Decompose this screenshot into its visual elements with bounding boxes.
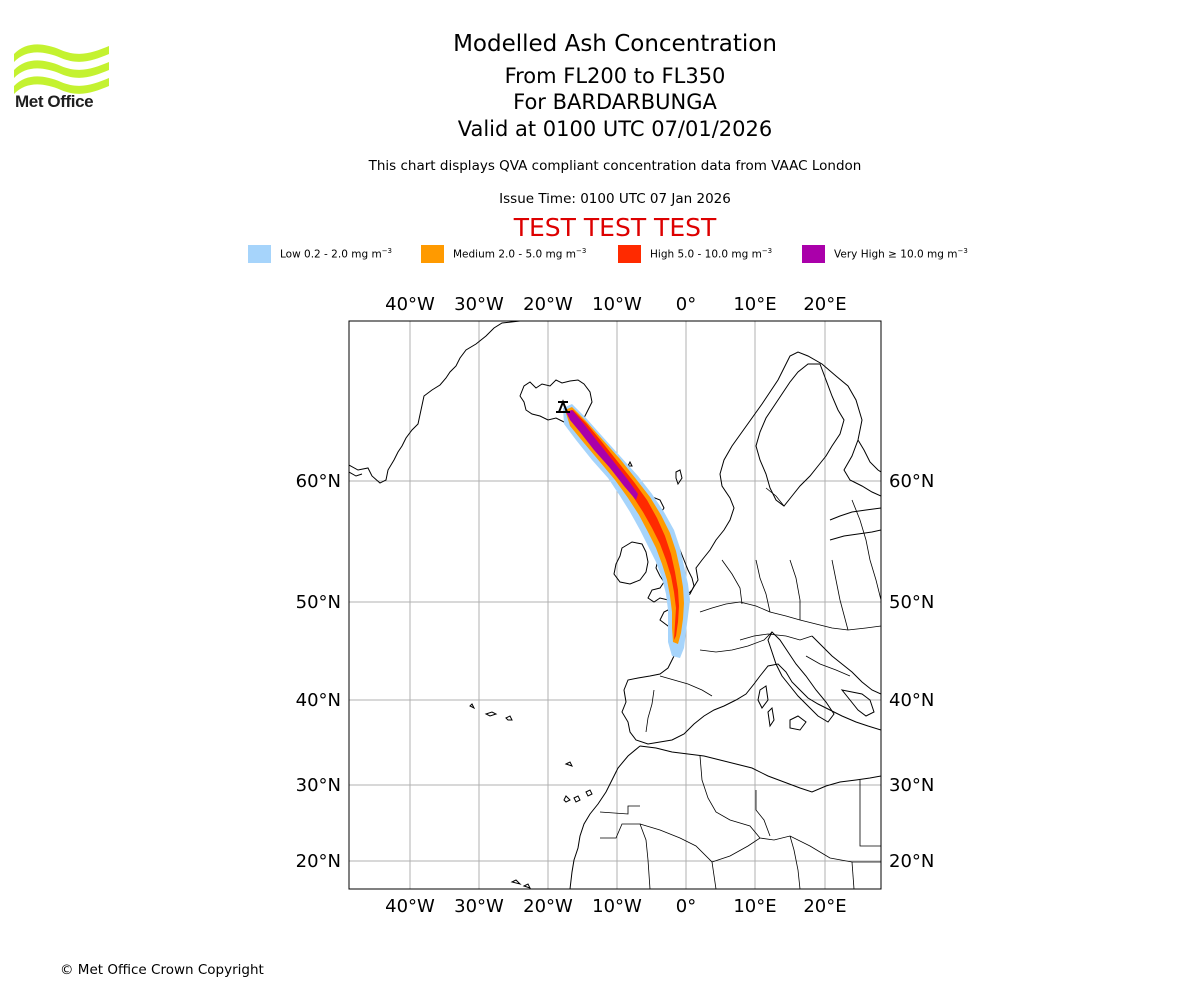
lon-label-bottom-10e: 10°E — [733, 896, 776, 917]
plume-very-high — [566, 410, 638, 500]
legend-label-medium: Medium 2.0 - 5.0 mg m−3 — [453, 246, 587, 261]
met-office-logo-icon — [14, 44, 109, 94]
lat-label-right-60n: 60°N — [889, 471, 934, 492]
lon-label-top-40w: 40°W — [385, 294, 435, 315]
lon-label-top-10w: 10°W — [592, 294, 642, 315]
legend-label-high: High 5.0 - 10.0 mg m−3 — [650, 246, 773, 261]
issue-time: Issue Time: 0100 UTC 07 Jan 2026 — [499, 191, 731, 207]
lon-label-bottom-10w: 10°W — [592, 896, 642, 917]
coast-ireland — [613, 541, 649, 585]
lon-label-bottom-20e: 20°E — [803, 896, 846, 917]
legend-item-low: Low 0.2 - 2.0 mg m−3 — [248, 244, 392, 263]
logo-wordmark: Met Office — [15, 92, 94, 111]
legend-label-very-high: Very High ≥ 10.0 mg m−3 — [834, 246, 968, 261]
map-frame — [348, 320, 882, 890]
lon-label-bottom-20w: 20°W — [523, 896, 573, 917]
lat-label-right-30n: 30°N — [889, 775, 934, 796]
copyright-notice: © Met Office Crown Copyright — [60, 962, 264, 978]
legend-swatch-very-high — [802, 244, 825, 263]
triangle-icon — [556, 399, 570, 413]
coast-greenland — [349, 321, 521, 484]
legend-swatch-high — [618, 244, 641, 263]
lon-label-top-20e: 20°E — [803, 294, 846, 315]
lat-label-left-50n: 50°N — [296, 592, 341, 613]
lon-label-top-0: 0° — [676, 294, 696, 315]
lon-label-bottom-0: 0° — [676, 896, 696, 917]
legend-swatch-medium — [421, 244, 444, 263]
lat-label-left-30n: 30°N — [296, 775, 341, 796]
lat-label-right-40n: 40°N — [889, 690, 934, 711]
chart-description: This chart displays QVA compliant concen… — [368, 158, 862, 174]
lat-label-right-50n: 50°N — [889, 592, 934, 613]
coast-north-africa — [569, 745, 641, 889]
legend-swatch-low — [248, 244, 271, 263]
lon-label-top-20w: 20°W — [523, 294, 573, 315]
volcano-name: For BARDARBUNGA — [513, 90, 717, 114]
flight-level-range: From FL200 to FL350 — [504, 64, 726, 88]
country-borders — [599, 487, 881, 889]
legend-label-low: Low 0.2 - 2.0 mg m−3 — [280, 246, 393, 261]
test-banner: TEST TEST TEST — [513, 213, 717, 242]
lon-label-bottom-40w: 40°W — [385, 896, 435, 917]
ash-plume — [563, 404, 690, 658]
lat-label-left-20n: 20°N — [296, 851, 341, 872]
lat-label-left-40n: 40°N — [296, 690, 341, 711]
lat-label-left-60n: 60°N — [296, 471, 341, 492]
lon-label-bottom-30w: 30°W — [454, 896, 504, 917]
lon-label-top-10e: 10°E — [733, 294, 776, 315]
legend-item-medium: Medium 2.0 - 5.0 mg m−3 — [421, 244, 586, 263]
chart-title: Modelled Ash Concentration — [453, 31, 777, 57]
coastlines — [349, 321, 881, 889]
lat-label-right-20n: 20°N — [889, 851, 934, 872]
legend-item-high: High 5.0 - 10.0 mg m−3 — [618, 244, 772, 263]
valid-time: Valid at 0100 UTC 07/01/2026 — [457, 117, 773, 141]
map-gridlines — [349, 321, 881, 889]
legend-item-very-high: Very High ≥ 10.0 mg m−3 — [802, 244, 968, 263]
plume-high — [566, 410, 679, 640]
coast-italy — [767, 631, 835, 723]
lon-label-top-30w: 30°W — [454, 294, 504, 315]
coast-iceland — [519, 379, 593, 427]
plume-low — [563, 404, 690, 658]
